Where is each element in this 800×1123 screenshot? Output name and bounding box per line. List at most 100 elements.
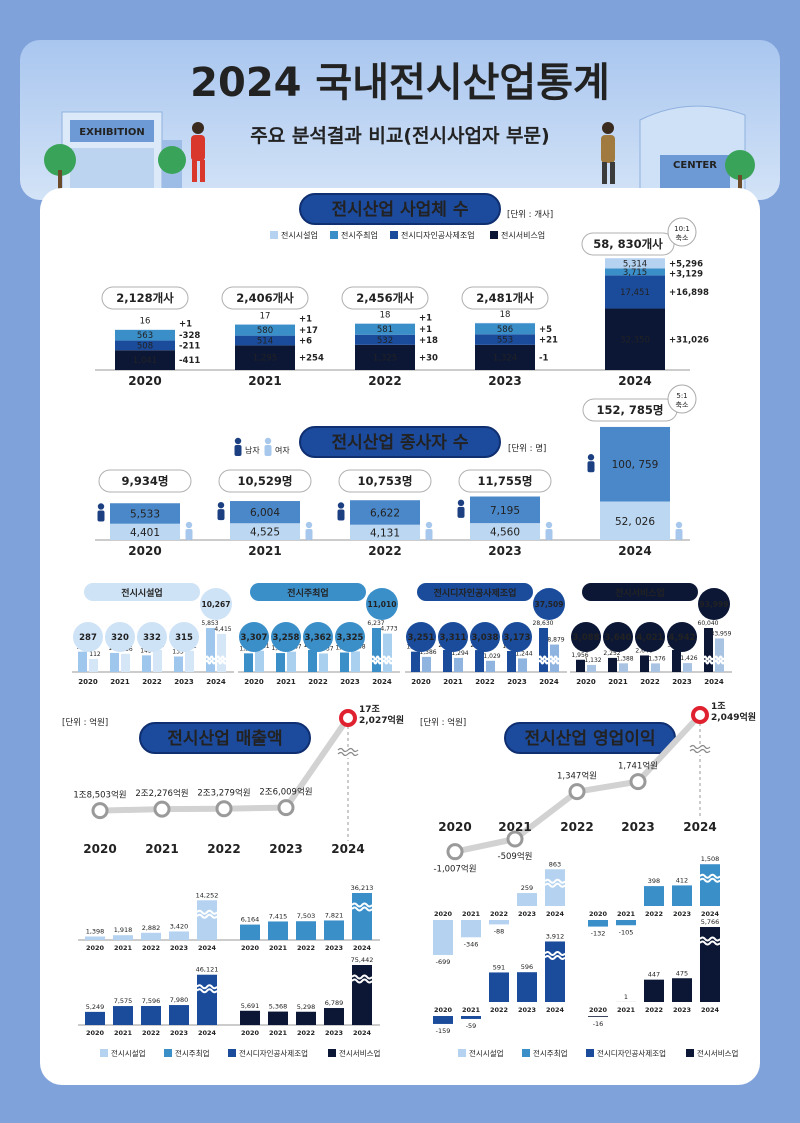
segment-label: 5,533 [130, 508, 160, 520]
axis-break [351, 974, 373, 980]
year-label: 2021 [617, 1006, 636, 1014]
year-label: 2022 [645, 910, 663, 918]
total-label: 152, 785명 [597, 403, 664, 417]
unit-label: [단위 : 억원] [62, 717, 108, 728]
change-label: -328 [179, 331, 200, 341]
segment-label: 1,325 [373, 353, 397, 363]
bar-label: 112 [89, 651, 101, 658]
axis-break [549, 659, 560, 665]
segment-label: 581 [377, 325, 393, 335]
total-pill [101, 286, 189, 310]
year-label: 2022 [368, 374, 401, 388]
segment-label: 6,622 [370, 507, 400, 519]
total-point [339, 709, 357, 727]
person-icon [264, 437, 272, 445]
total-label: 1,347억원 [557, 771, 597, 782]
building-left [44, 111, 186, 191]
total-label: 3,362 [305, 633, 332, 643]
section-title-pill [299, 193, 501, 225]
total-badge [635, 622, 665, 652]
legend-label: 전시시설업 [469, 1048, 504, 1058]
axis-break-bg [336, 748, 360, 758]
bar [268, 921, 288, 940]
legend-label: 전시디자인공사제조업 [401, 230, 475, 240]
bar-label: 5,368 [269, 1003, 288, 1011]
year-label: 2021 [462, 1006, 481, 1014]
year-label: 2022 [368, 544, 401, 558]
total-label: 2,128개사 [116, 291, 174, 305]
total-point [91, 802, 109, 820]
change-label: +1 [299, 314, 312, 324]
total-label: 3,307 [241, 633, 268, 643]
bar [672, 885, 692, 906]
legend-label: 전시서비스업 [501, 230, 545, 240]
bar-segment [230, 523, 300, 540]
year-label: 2021 [462, 910, 481, 918]
total-badge [239, 622, 269, 652]
bar [324, 920, 344, 940]
total-pill [98, 469, 192, 493]
year-label: 2020 [128, 374, 161, 388]
bar-segment [235, 324, 295, 336]
bar [704, 628, 713, 672]
year-label: 2021 [269, 1029, 288, 1037]
total-label: -509억원 [498, 851, 533, 862]
year-label: 2020 [438, 820, 471, 834]
total-badge [667, 622, 697, 652]
axis-break [196, 988, 218, 994]
bar-segment [475, 323, 535, 335]
bar [174, 656, 183, 672]
legend-label: 전시디자인공사제조업 [239, 1048, 308, 1058]
bar-label: 7,980 [170, 996, 189, 1004]
segment-label: 100, 759 [612, 459, 659, 471]
person-icon [264, 445, 272, 456]
segment-label: 16 [140, 317, 151, 327]
bar-label: -346 [464, 940, 479, 948]
axis-break [699, 877, 721, 883]
bar-segment [470, 523, 540, 540]
legend-swatch [228, 1049, 236, 1057]
total-label: 11,010 [368, 600, 397, 609]
total-badge [303, 622, 333, 652]
year-label: 2024 [701, 910, 720, 918]
bar-segment [355, 344, 415, 370]
year-label: 2024 [372, 678, 392, 686]
year-label: 2022 [142, 1029, 160, 1037]
person-icon [217, 509, 225, 521]
year-label: 2024 [618, 544, 651, 558]
axis-break [216, 655, 227, 661]
person-icon [97, 503, 105, 510]
change-label: +1 [179, 320, 192, 330]
legend-swatch [522, 1049, 530, 1057]
bar-label: 1,386 [419, 649, 436, 656]
total-pill [338, 469, 432, 493]
total-label: 2,456개사 [356, 291, 414, 305]
section-title-pill [139, 722, 311, 754]
bar [651, 663, 660, 672]
bar [700, 864, 720, 906]
year-label: 2020 [83, 842, 116, 856]
legend-swatch [164, 1049, 172, 1057]
bar-label: 1,426 [680, 655, 697, 662]
year-label: 2021 [443, 678, 463, 686]
section-title: 전시산업 영업이익 [524, 729, 655, 749]
axis-break [371, 659, 382, 665]
bar-segment [355, 323, 415, 335]
total-label: 3,251 [408, 633, 435, 643]
axis-break [703, 659, 714, 665]
bar [486, 660, 495, 672]
total-pill [218, 469, 312, 493]
person-icon [587, 461, 595, 473]
total-badge [406, 622, 436, 652]
segment-label: 553 [497, 336, 513, 346]
person-icon [457, 506, 465, 518]
person-icon [97, 510, 105, 522]
type-label: 전시주최업 [287, 587, 328, 599]
bar [240, 1010, 260, 1025]
bar [672, 650, 681, 672]
year-label: 2021 [276, 678, 296, 686]
year-label: 2020 [589, 910, 608, 918]
axis-break [538, 659, 549, 665]
bar-label: 6,164 [241, 916, 260, 924]
